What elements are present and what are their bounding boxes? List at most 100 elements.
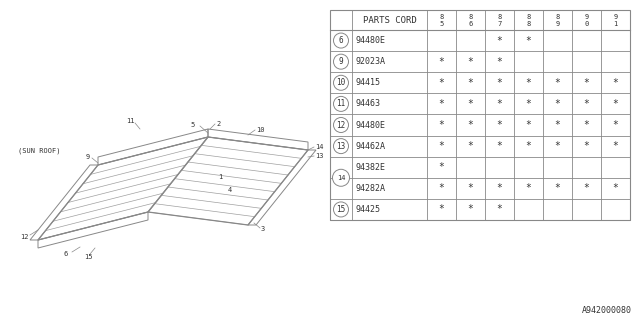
Text: *: * [438, 99, 444, 109]
Circle shape [333, 202, 349, 217]
Text: *: * [584, 99, 589, 109]
Text: 94462A: 94462A [355, 142, 385, 151]
Text: *: * [525, 183, 531, 193]
Text: 14: 14 [315, 144, 323, 150]
Text: 15: 15 [337, 205, 346, 214]
Text: *: * [468, 183, 474, 193]
Text: *: * [612, 183, 618, 193]
Text: 0: 0 [584, 20, 589, 27]
Text: *: * [438, 183, 444, 193]
Text: 1: 1 [218, 174, 222, 180]
Text: 12: 12 [20, 234, 28, 240]
Circle shape [333, 139, 349, 154]
Text: *: * [468, 99, 474, 109]
Text: *: * [438, 141, 444, 151]
Text: *: * [584, 78, 589, 88]
Text: 8: 8 [526, 20, 531, 27]
Text: *: * [612, 141, 618, 151]
Text: *: * [584, 183, 589, 193]
Circle shape [333, 75, 349, 90]
Text: 4: 4 [228, 187, 232, 193]
Circle shape [333, 54, 349, 69]
Text: 94463: 94463 [355, 100, 380, 108]
Text: 11: 11 [337, 100, 346, 108]
Text: 6: 6 [64, 251, 68, 257]
Text: 5: 5 [191, 122, 195, 128]
Text: *: * [497, 183, 502, 193]
Circle shape [333, 96, 349, 111]
Text: *: * [438, 57, 444, 67]
Text: A942000080: A942000080 [582, 306, 632, 315]
Text: *: * [497, 99, 502, 109]
Text: 94282A: 94282A [355, 184, 385, 193]
Text: *: * [555, 141, 561, 151]
Text: *: * [555, 99, 561, 109]
Text: 8: 8 [526, 13, 531, 20]
Text: *: * [468, 204, 474, 214]
Circle shape [333, 33, 349, 48]
Text: 11: 11 [125, 118, 134, 124]
Text: 9: 9 [339, 57, 343, 66]
Circle shape [333, 169, 349, 186]
Text: *: * [468, 120, 474, 130]
Text: *: * [584, 141, 589, 151]
Text: *: * [584, 120, 589, 130]
Circle shape [333, 117, 349, 132]
Text: *: * [438, 204, 444, 214]
Text: *: * [555, 183, 561, 193]
Text: 9: 9 [613, 13, 618, 20]
Text: *: * [612, 78, 618, 88]
Text: 14: 14 [337, 175, 345, 181]
Text: 8: 8 [556, 13, 559, 20]
Text: 6: 6 [339, 36, 343, 45]
Text: *: * [468, 141, 474, 151]
Text: *: * [525, 120, 531, 130]
Text: 3: 3 [261, 226, 265, 232]
Text: 10: 10 [256, 127, 264, 133]
Text: 6: 6 [468, 20, 472, 27]
Text: *: * [525, 78, 531, 88]
Text: *: * [525, 36, 531, 45]
Text: *: * [612, 120, 618, 130]
Text: 94480E: 94480E [355, 36, 385, 45]
Text: *: * [497, 36, 502, 45]
Text: *: * [468, 78, 474, 88]
Text: 12: 12 [337, 121, 346, 130]
Text: *: * [497, 141, 502, 151]
Text: 5: 5 [440, 20, 444, 27]
Text: *: * [525, 141, 531, 151]
Bar [330, 10, 630, 220]
Text: *: * [497, 57, 502, 67]
Text: *: * [438, 120, 444, 130]
Text: 9: 9 [556, 20, 559, 27]
Text: *: * [555, 78, 561, 88]
Text: *: * [612, 99, 618, 109]
Text: *: * [438, 78, 444, 88]
Text: 1: 1 [613, 20, 618, 27]
Text: 15: 15 [84, 254, 92, 260]
Text: *: * [497, 78, 502, 88]
Text: 94480E: 94480E [355, 121, 385, 130]
Text: 2: 2 [216, 121, 220, 127]
Text: *: * [438, 162, 444, 172]
Text: 8: 8 [468, 13, 472, 20]
Text: 13: 13 [337, 142, 346, 151]
Text: 8: 8 [497, 13, 502, 20]
Text: *: * [468, 57, 474, 67]
Text: (SUN ROOF): (SUN ROOF) [18, 147, 61, 154]
Text: 94425: 94425 [355, 205, 380, 214]
Text: 10: 10 [337, 78, 346, 87]
Text: *: * [555, 120, 561, 130]
Text: 94415: 94415 [355, 78, 380, 87]
Text: *: * [497, 120, 502, 130]
Text: 9: 9 [584, 13, 589, 20]
Text: PARTS CORD: PARTS CORD [363, 15, 417, 25]
Text: 8: 8 [440, 13, 444, 20]
Text: *: * [525, 99, 531, 109]
Text: 13: 13 [315, 153, 323, 159]
Text: 92023A: 92023A [355, 57, 385, 66]
Text: 9: 9 [86, 154, 90, 160]
Text: 7: 7 [497, 20, 502, 27]
Text: 94382E: 94382E [355, 163, 385, 172]
Text: *: * [497, 204, 502, 214]
